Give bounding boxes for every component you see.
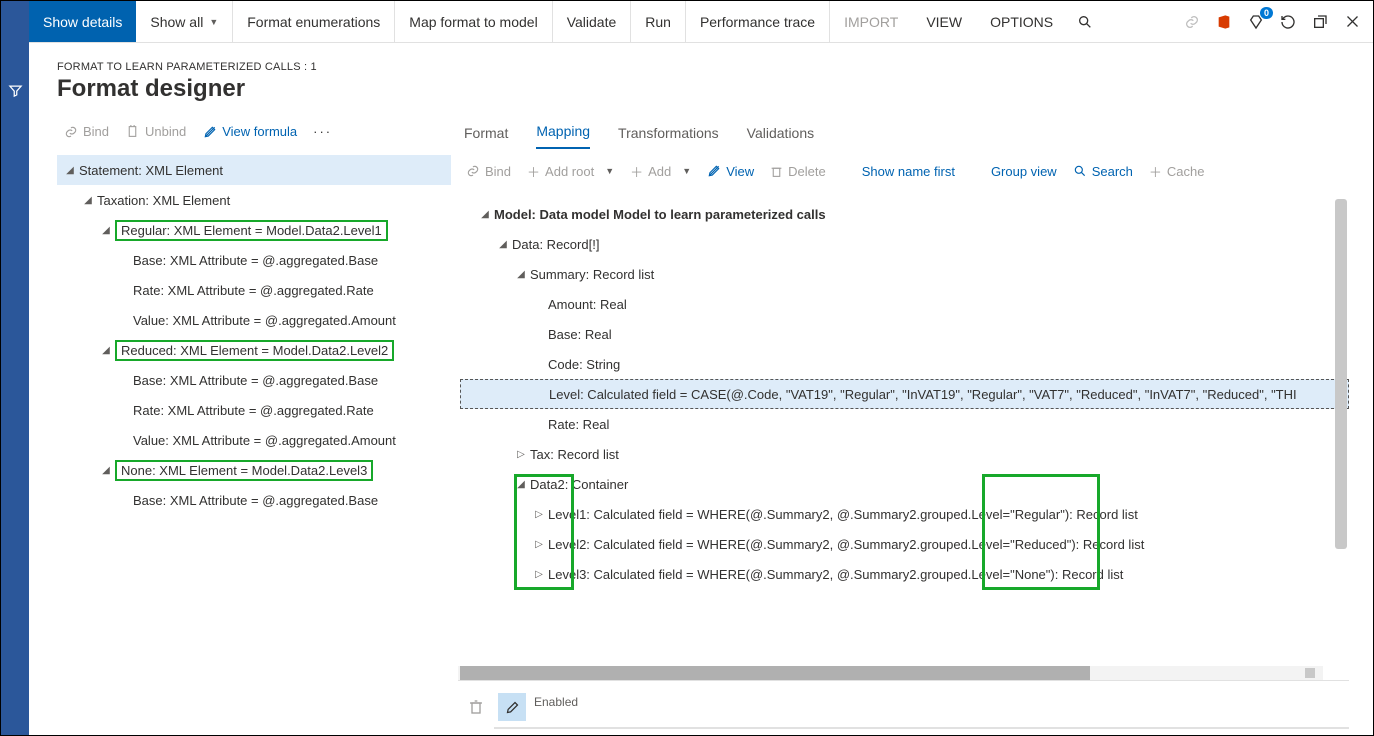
import-button: IMPORT <box>830 1 912 42</box>
tree-row[interactable]: Rate: XML Attribute = @.aggregated.Rate <box>57 395 451 425</box>
right-view-button[interactable]: View <box>703 162 758 181</box>
tree-row[interactable]: ◢Model: Data model Model to learn parame… <box>460 199 1349 229</box>
cache-button[interactable]: ＋Cache <box>1145 160 1209 183</box>
tree-row[interactable]: Base: XML Attribute = @.aggregated.Base <box>57 485 451 515</box>
format-enumerations-button[interactable]: Format enumerations <box>233 1 395 42</box>
mapping-tree[interactable]: ◢Model: Data model Model to learn parame… <box>458 193 1349 680</box>
filter-icon[interactable] <box>8 83 23 98</box>
tree-row[interactable]: ◢Statement: XML Element <box>57 155 451 185</box>
tree-row[interactable]: Amount: Real <box>460 289 1349 319</box>
tab-validations[interactable]: Validations <box>747 125 814 149</box>
tree-row[interactable]: ◢Data2: Container <box>460 469 1349 499</box>
unbind-button[interactable]: Unbind <box>119 120 192 143</box>
tree-row[interactable]: ◢None: XML Element = Model.Data2.Level3 <box>57 455 451 485</box>
tree-row[interactable]: Value: XML Attribute = @.aggregated.Amou… <box>57 425 451 455</box>
link-icon[interactable] <box>1183 13 1201 31</box>
tree-row[interactable]: ◢Reduced: XML Element = Model.Data2.Leve… <box>57 335 451 365</box>
horizontal-scrollbar[interactable] <box>458 666 1323 680</box>
validate-button[interactable]: Validate <box>553 1 632 42</box>
format-tree[interactable]: ◢Statement: XML Element ◢Taxation: XML E… <box>57 149 457 735</box>
breadcrumb: FORMAT TO LEARN PARAMETERIZED CALLS : 1 <box>57 61 1373 73</box>
add-button[interactable]: ＋Add▼ <box>626 160 695 183</box>
tree-row[interactable]: Base: Real <box>460 319 1349 349</box>
tab-mapping[interactable]: Mapping <box>536 123 590 149</box>
toolbar-search-button[interactable] <box>1067 1 1103 42</box>
attachments-icon[interactable]: 0 <box>1247 13 1265 31</box>
right-bind-button[interactable]: Bind <box>462 162 515 181</box>
add-root-button[interactable]: ＋Add root▼ <box>523 160 618 183</box>
tree-row[interactable]: ◢Summary: Record list <box>460 259 1349 289</box>
show-name-first-button[interactable]: Show name first <box>858 162 959 181</box>
tree-row[interactable]: Base: XML Attribute = @.aggregated.Base <box>57 245 451 275</box>
app-left-rail <box>1 1 29 735</box>
run-button[interactable]: Run <box>631 1 686 42</box>
tree-row[interactable]: Rate: Real <box>460 409 1349 439</box>
close-icon[interactable] <box>1343 13 1361 31</box>
tab-transformations[interactable]: Transformations <box>618 125 719 149</box>
options-menu-button[interactable]: OPTIONS <box>976 1 1067 42</box>
tab-format[interactable]: Format <box>464 125 508 149</box>
left-action-bar: Bind Unbind View formula ··· <box>57 115 457 149</box>
right-action-bar: Bind ＋Add root▼ ＋Add▼ View Delete Show n… <box>458 149 1373 193</box>
enabled-label: Enabled <box>534 693 1349 709</box>
tree-row[interactable]: ◢Data: Record[!] <box>460 229 1349 259</box>
top-toolbar: Show details Show all▼ Format enumeratio… <box>29 1 1373 43</box>
show-all-button[interactable]: Show all▼ <box>136 1 233 42</box>
bottom-property-bar: Enabled <box>458 681 1349 735</box>
map-format-to-model-button[interactable]: Map format to model <box>395 1 552 42</box>
tree-row-selected[interactable]: Level: Calculated field = CASE(@.Code, "… <box>460 379 1349 409</box>
refresh-icon[interactable] <box>1279 13 1297 31</box>
search-button[interactable]: Search <box>1069 162 1137 181</box>
tree-row[interactable]: ◢Regular: XML Element = Model.Data2.Leve… <box>57 215 451 245</box>
tree-row[interactable]: ▷Tax: Record list <box>460 439 1349 469</box>
group-view-button[interactable]: Group view <box>987 162 1061 181</box>
trash-icon[interactable] <box>462 693 490 721</box>
tree-row[interactable]: Base: XML Attribute = @.aggregated.Base <box>57 365 451 395</box>
view-formula-button[interactable]: View formula <box>196 120 303 143</box>
tree-row[interactable]: Value: XML Attribute = @.aggregated.Amou… <box>57 305 451 335</box>
page-title: Format designer <box>57 75 1373 103</box>
vertical-scrollbar[interactable] <box>1335 199 1347 549</box>
tree-row[interactable]: Rate: XML Attribute = @.aggregated.Rate <box>57 275 451 305</box>
tree-row[interactable]: ▷Level2: Calculated field = WHERE(@.Summ… <box>460 529 1349 559</box>
performance-trace-button[interactable]: Performance trace <box>686 1 830 42</box>
tree-row[interactable]: Code: String <box>460 349 1349 379</box>
chevron-down-icon: ▼ <box>209 17 218 27</box>
tree-row[interactable]: ▷Level3: Calculated field = WHERE(@.Summ… <box>460 559 1349 589</box>
right-tabs: Format Mapping Transformations Validatio… <box>462 115 1373 149</box>
delete-button[interactable]: Delete <box>766 162 830 181</box>
view-menu-button[interactable]: VIEW <box>912 1 976 42</box>
more-actions-button[interactable]: ··· <box>307 120 338 143</box>
popout-icon[interactable] <box>1311 13 1329 31</box>
tree-row[interactable]: ▷Level1: Calculated field = WHERE(@.Summ… <box>460 499 1349 529</box>
edit-icon[interactable] <box>498 693 526 721</box>
enabled-field[interactable] <box>494 727 1349 729</box>
attachments-badge: 0 <box>1260 7 1273 19</box>
bind-button[interactable]: Bind <box>57 120 115 143</box>
tree-row[interactable]: ◢Taxation: XML Element <box>57 185 451 215</box>
show-details-button[interactable]: Show details <box>29 1 136 42</box>
office-icon[interactable] <box>1215 13 1233 31</box>
